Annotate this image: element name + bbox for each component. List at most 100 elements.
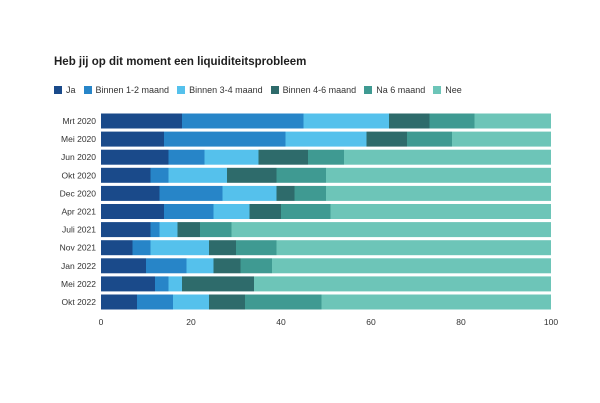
bar-segment bbox=[101, 258, 146, 274]
legend-item: Ja bbox=[54, 85, 76, 95]
bar-segment bbox=[146, 258, 187, 274]
legend-label: Na 6 maand bbox=[376, 85, 426, 95]
bar-segment bbox=[276, 240, 551, 256]
y-tick-label: Juli 2021 bbox=[62, 225, 96, 235]
bar-segment bbox=[159, 222, 178, 238]
bar-segment bbox=[182, 276, 254, 292]
bar-segment bbox=[101, 167, 151, 183]
bar-segment bbox=[222, 185, 277, 201]
bar-segment bbox=[326, 167, 551, 183]
bar-segment bbox=[101, 113, 182, 129]
chart-title: Heb jij op dit moment een liquiditeitspr… bbox=[54, 56, 307, 68]
bar-segment bbox=[101, 240, 133, 256]
legend-item: Binnen 3-4 maand bbox=[177, 85, 263, 95]
x-tick-label: 40 bbox=[276, 317, 286, 327]
legend-label: Binnen 4-6 maand bbox=[282, 85, 357, 95]
bar-segment bbox=[227, 167, 277, 183]
bar-segment bbox=[137, 294, 173, 310]
bar-segment bbox=[452, 131, 551, 147]
legend-item: Nee bbox=[433, 85, 462, 95]
y-tick-label: Dec 2020 bbox=[60, 188, 97, 198]
bar-segment bbox=[101, 149, 169, 165]
bar-segment bbox=[101, 204, 164, 219]
bar-segment bbox=[321, 294, 551, 310]
bar-segment bbox=[101, 185, 160, 201]
bar-segment bbox=[150, 167, 169, 183]
y-tick-label: Jan 2022 bbox=[61, 261, 96, 271]
x-tick-label: 20 bbox=[186, 317, 196, 327]
bar-segment bbox=[168, 149, 205, 165]
legend-item: Na 6 maand bbox=[364, 85, 425, 95]
bar-segment bbox=[236, 240, 277, 256]
legend-label: Binnen 3-4 maand bbox=[189, 85, 263, 95]
legend-swatch bbox=[433, 86, 442, 94]
bar-segment bbox=[164, 131, 286, 147]
bar-segment bbox=[272, 258, 551, 274]
legend-label: Binnen 1-2 maand bbox=[95, 85, 170, 95]
legend-swatch bbox=[177, 86, 186, 94]
bar-segment bbox=[182, 113, 304, 129]
bar-segment bbox=[101, 294, 137, 310]
chart-legend: Ja Binnen 1-2 maand Binnen 3-4 maand Binnen… bbox=[54, 85, 470, 95]
bar-segment bbox=[407, 131, 452, 147]
legend-swatch bbox=[364, 86, 373, 94]
bar-segment bbox=[249, 204, 281, 219]
bar-segment bbox=[308, 149, 344, 165]
y-tick-label: Apr 2021 bbox=[62, 207, 97, 217]
y-tick-label: Mrt 2020 bbox=[62, 116, 96, 126]
legend-label: Ja bbox=[66, 85, 76, 95]
bar-segment bbox=[366, 131, 407, 147]
bar-segment bbox=[245, 294, 322, 310]
bar-segment bbox=[281, 204, 331, 219]
bar-segment bbox=[204, 149, 259, 165]
bar-segment bbox=[159, 185, 223, 201]
legend-swatch bbox=[54, 86, 62, 94]
bar-segment bbox=[429, 113, 475, 129]
bar-segment bbox=[285, 131, 367, 147]
y-tick-label: Mei 2020 bbox=[61, 134, 96, 144]
x-tick-label: 0 bbox=[99, 317, 104, 327]
bar-segment bbox=[344, 149, 551, 165]
bar-segment bbox=[303, 113, 389, 129]
bar-segment bbox=[231, 222, 551, 238]
bar-segment bbox=[150, 240, 209, 256]
bar-segment bbox=[155, 276, 169, 292]
bar-segment bbox=[101, 222, 151, 238]
bar-segment bbox=[200, 222, 232, 238]
x-tick-label: 80 bbox=[456, 317, 466, 327]
bar-segment bbox=[164, 204, 214, 219]
bar-segment bbox=[254, 276, 551, 292]
y-tick-label: Mei 2022 bbox=[61, 279, 96, 289]
bar-segment bbox=[209, 294, 245, 310]
x-tick-label: 100 bbox=[544, 317, 558, 327]
bar-segment bbox=[209, 240, 236, 256]
bar-segment bbox=[101, 276, 155, 292]
bar-segment bbox=[240, 258, 272, 274]
bar-segment bbox=[330, 204, 551, 219]
legend-swatch bbox=[270, 86, 279, 94]
bar-segment bbox=[326, 185, 551, 201]
bar-segment bbox=[213, 204, 250, 219]
y-tick-label: Jun 2020 bbox=[61, 152, 96, 162]
y-tick-label: Okt 2020 bbox=[62, 170, 97, 180]
bar-segment bbox=[132, 240, 151, 256]
bar-segment bbox=[101, 131, 164, 147]
bar-segment bbox=[150, 222, 160, 238]
bar-segment bbox=[258, 149, 308, 165]
bar-segment bbox=[474, 113, 551, 129]
bar-segment bbox=[389, 113, 430, 129]
bar-segment bbox=[177, 222, 200, 238]
bar-segment bbox=[168, 276, 182, 292]
y-tick-label: Okt 2022 bbox=[62, 297, 97, 307]
legend-item: Binnen 1-2 maand bbox=[83, 85, 170, 95]
legend-label: Nee bbox=[445, 85, 462, 95]
bar-segment bbox=[294, 185, 326, 201]
bar-segment bbox=[186, 258, 214, 274]
bar-segment bbox=[213, 258, 241, 274]
bar-segment bbox=[276, 167, 326, 183]
bar-segment bbox=[168, 167, 227, 183]
y-tick-label: Nov 2021 bbox=[60, 243, 97, 253]
legend-item: Binnen 4-6 maand bbox=[270, 85, 357, 95]
legend-swatch bbox=[83, 86, 92, 94]
